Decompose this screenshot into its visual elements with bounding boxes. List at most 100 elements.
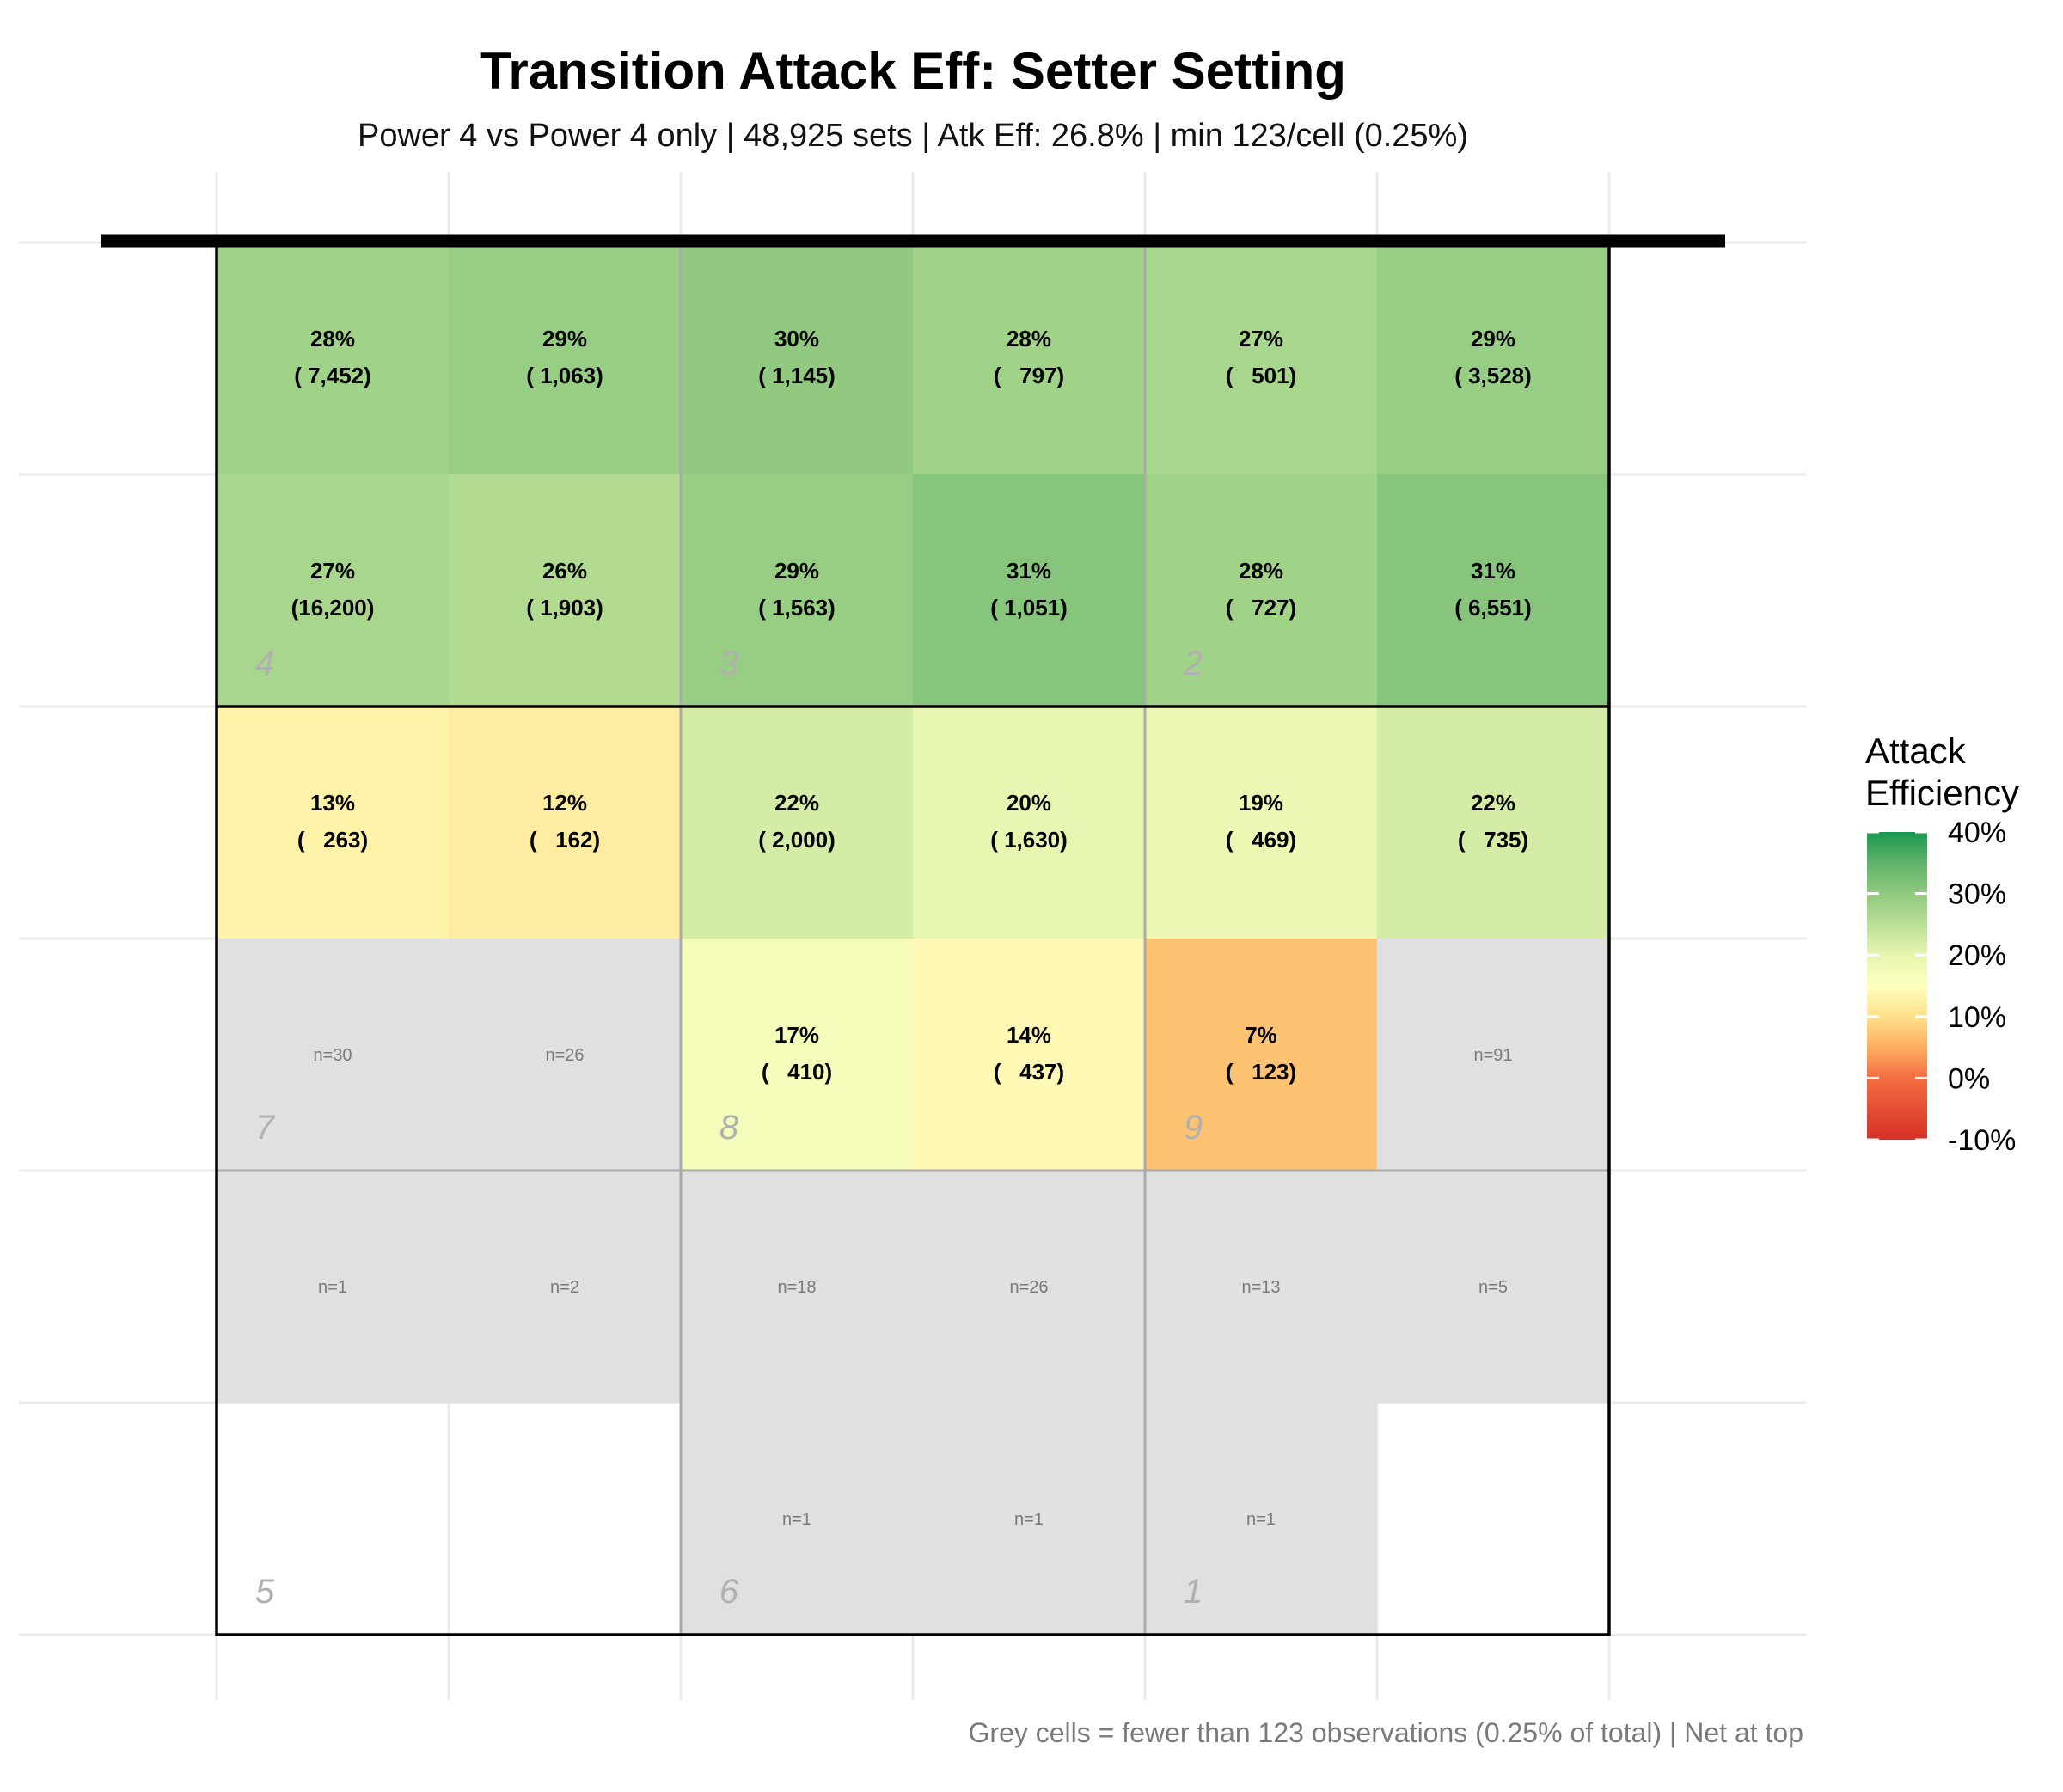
cell-value-label: 28% xyxy=(1007,326,1051,352)
zone-number-label: 3 xyxy=(719,645,738,682)
cell-count-label: n=5 xyxy=(1478,1278,1508,1297)
cell-count-label: ( 797) xyxy=(994,363,1064,388)
cell-count-label: ( 1,563) xyxy=(758,595,836,621)
cell-count-label: ( 1,145) xyxy=(758,363,836,388)
zone-number-label: 2 xyxy=(1183,645,1203,682)
heatmap-cell xyxy=(217,474,449,706)
grey-cell xyxy=(217,1171,449,1403)
cell-value-label: 29% xyxy=(1471,326,1515,352)
grey-cell xyxy=(681,1171,913,1403)
grey-cell xyxy=(913,1403,1145,1635)
grey-cell xyxy=(1377,1171,1609,1403)
heatmap-cell xyxy=(449,242,681,474)
heatmap-cell xyxy=(449,474,681,706)
cell-count-label: ( 410) xyxy=(762,1059,832,1085)
cell-count-label: ( 1,903) xyxy=(526,595,603,621)
chart-caption: Grey cells = fewer than 123 observations… xyxy=(969,1717,1803,1748)
cell-value-label: 28% xyxy=(310,326,355,352)
cell-value-label: 7% xyxy=(1245,1022,1277,1048)
cell-value-label: 31% xyxy=(1007,558,1051,584)
zone-number-label: 1 xyxy=(1184,1573,1203,1611)
cell-count-label: n=13 xyxy=(1241,1278,1280,1297)
cell-count-label: ( 1,630) xyxy=(990,827,1068,853)
cell-count-label: n=2 xyxy=(550,1278,579,1297)
heatmap-cell xyxy=(1377,474,1609,706)
cell-count-label: n=1 xyxy=(782,1510,811,1529)
heatmap-cell xyxy=(217,706,449,939)
grey-cell xyxy=(681,1403,913,1635)
legend-tick-label: 40% xyxy=(1948,816,2006,849)
cell-count-label: ( 3,528) xyxy=(1454,363,1532,388)
cell-count-label: ( 437) xyxy=(994,1059,1064,1085)
cell-count-label: ( 1,063) xyxy=(526,363,603,388)
zone-number-label: 7 xyxy=(255,1109,276,1147)
grey-cell xyxy=(449,939,681,1171)
legend-colorbar xyxy=(1867,832,1927,1140)
heatmap-cell xyxy=(1145,939,1377,1171)
heatmap-cell xyxy=(913,242,1145,474)
heatmap-cell xyxy=(913,939,1145,1171)
cell-count-label: n=1 xyxy=(318,1278,347,1297)
cell-count-label: (16,200) xyxy=(291,595,375,621)
heatmap-cell xyxy=(681,474,913,706)
cell-count-label: ( 469) xyxy=(1226,827,1296,853)
legend: Attack Efficiency 40% 30% 20% 10% 0% -10% xyxy=(1865,731,2019,1157)
cell-value-label: 22% xyxy=(774,790,819,816)
legend-title-line2: Efficiency xyxy=(1865,773,2019,813)
legend-tick-label: -10% xyxy=(1948,1124,2016,1157)
zone-lines xyxy=(101,234,1725,1636)
cell-count-label: n=91 xyxy=(1473,1046,1512,1065)
heatmap-cell xyxy=(449,706,681,939)
cell-value-label: 29% xyxy=(542,326,587,352)
cell-count-label: ( 263) xyxy=(297,827,368,853)
legend-title-line1: Attack xyxy=(1865,731,1967,771)
cell-value-label: 30% xyxy=(774,326,819,352)
heatmap-cell xyxy=(1377,242,1609,474)
cell-value-label: 17% xyxy=(774,1022,819,1048)
cell-count-label: n=1 xyxy=(1014,1510,1044,1529)
cell-count-label: ( 1,051) xyxy=(990,595,1068,621)
chart-subtitle: Power 4 vs Power 4 only | 48,925 sets | … xyxy=(358,118,1468,154)
cell-value-label: 22% xyxy=(1471,790,1515,816)
cell-value-label: 20% xyxy=(1007,790,1051,816)
grey-cell xyxy=(1145,1171,1377,1403)
cell-labels: 28% ( 7,452) 29% ( 1,063) 30% ( 1,145) 28% ( 79… xyxy=(291,326,1532,1529)
grey-cell xyxy=(913,1171,1145,1403)
heatmap-cell xyxy=(913,706,1145,939)
cell-value-label: 27% xyxy=(1239,326,1283,352)
cell-count-label: n=18 xyxy=(777,1278,816,1297)
cell-count-label: ( 735) xyxy=(1458,827,1528,853)
cell-count-label: ( 7,452) xyxy=(294,363,371,388)
heatmap-cell xyxy=(681,242,913,474)
cell-count-label: n=26 xyxy=(545,1046,584,1065)
grey-cell xyxy=(1145,1403,1377,1635)
cell-count-label: ( 727) xyxy=(1226,595,1296,621)
cell-value-label: 27% xyxy=(310,558,355,584)
heatmap-cells xyxy=(217,242,1609,1635)
zone-number-label: 4 xyxy=(255,645,274,682)
legend-tick-label: 0% xyxy=(1948,1062,1990,1095)
heatmap-cell xyxy=(681,939,913,1171)
cell-value-label: 28% xyxy=(1239,558,1283,584)
legend-tick-label: 10% xyxy=(1948,1001,2006,1034)
heatmap-cell xyxy=(1145,474,1377,706)
cell-count-label: n=26 xyxy=(1009,1278,1048,1297)
heatmap-cell xyxy=(1145,242,1377,474)
zone-number-label: 5 xyxy=(255,1573,275,1611)
cell-value-label: 26% xyxy=(542,558,587,584)
cell-count-label: ( 123) xyxy=(1226,1059,1296,1085)
heatmap-cell xyxy=(217,242,449,474)
cell-value-label: 29% xyxy=(774,558,819,584)
chart-title: Transition Attack Eff: Setter Setting xyxy=(480,42,1346,100)
cell-value-label: 12% xyxy=(542,790,587,816)
heatmap-cell xyxy=(1377,706,1609,939)
cell-count-label: ( 2,000) xyxy=(758,827,836,853)
cell-value-label: 31% xyxy=(1471,558,1515,584)
zone-number-label: 8 xyxy=(719,1109,739,1147)
cell-value-label: 19% xyxy=(1239,790,1283,816)
cell-count-label: ( 162) xyxy=(530,827,600,853)
legend-tick-label: 20% xyxy=(1948,939,2006,972)
cell-count-label: ( 6,551) xyxy=(1454,595,1532,621)
heatmap-cell xyxy=(913,474,1145,706)
